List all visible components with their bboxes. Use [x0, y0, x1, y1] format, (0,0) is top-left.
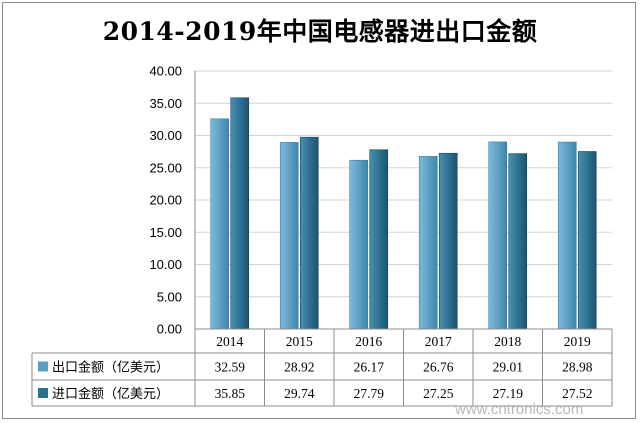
bar-export-2018 — [488, 141, 508, 330]
bar-export-2019 — [557, 141, 577, 330]
bar-import-2014 — [230, 97, 250, 330]
data-label: 28.92 — [284, 360, 314, 375]
bar-export-2015 — [279, 142, 299, 330]
y-tick-label: 15.00 — [149, 225, 182, 240]
x-tick-label: 2015 — [286, 334, 313, 349]
legend-key-export — [38, 361, 48, 372]
legend-key-import — [38, 388, 48, 398]
bar-import-2019 — [577, 151, 597, 330]
legend-label-import: 进口金额（亿美元） — [52, 386, 169, 402]
data-label: 28.98 — [562, 360, 593, 375]
data-label: 26.76 — [423, 360, 454, 375]
y-tick-label: 20.00 — [149, 193, 182, 208]
x-tick-label: 2017 — [425, 334, 452, 349]
bar-import-2015 — [299, 136, 319, 330]
bar-export-2014 — [210, 118, 230, 330]
legend-label-export: 出口金额（亿美元） — [52, 360, 169, 376]
y-tick-label: 30.00 — [149, 128, 182, 143]
x-tick-label: 2014 — [216, 334, 243, 349]
data-label: 32.59 — [215, 360, 246, 375]
data-label: 35.85 — [215, 386, 246, 401]
data-label: 27.19 — [493, 386, 524, 401]
x-tick-label: 2019 — [564, 334, 591, 349]
bar-import-2017 — [438, 152, 458, 330]
data-label: 27.79 — [354, 386, 385, 401]
bar-export-2017 — [418, 156, 438, 330]
data-label: 29.01 — [493, 360, 523, 375]
bar-import-2016 — [369, 149, 389, 330]
watermark: www.cntronics.com — [454, 401, 583, 418]
data-label: 27.25 — [423, 386, 454, 401]
chart-title: 2014-2019年中国电感器进出口金额 — [102, 17, 538, 46]
y-tick-label: 25.00 — [149, 160, 182, 175]
y-tick-label: 40.00 — [149, 64, 182, 79]
bar-import-2018 — [508, 153, 528, 330]
y-tick-label: 5.00 — [157, 289, 182, 304]
x-tick-label: 2018 — [494, 334, 521, 349]
data-label: 26.17 — [354, 360, 385, 375]
bar-export-2016 — [349, 159, 369, 330]
y-tick-label: 0.00 — [157, 322, 182, 337]
y-tick-label: 10.00 — [149, 257, 182, 272]
x-tick-label: 2016 — [355, 334, 382, 349]
y-tick-label: 35.00 — [149, 96, 182, 111]
data-label: 29.74 — [284, 386, 315, 401]
data-label: 27.52 — [562, 386, 592, 401]
